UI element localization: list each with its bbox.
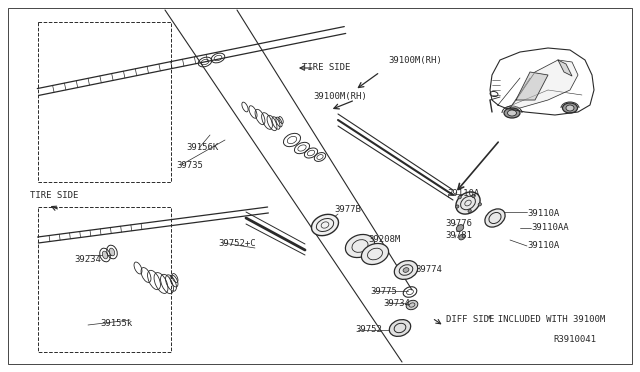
Ellipse shape <box>566 105 574 111</box>
Text: 39752+C: 39752+C <box>218 238 255 247</box>
Polygon shape <box>516 72 548 100</box>
Ellipse shape <box>459 234 465 240</box>
Text: 39100M(RH): 39100M(RH) <box>388 55 442 64</box>
Polygon shape <box>505 60 578 108</box>
Text: 39110AA: 39110AA <box>531 224 568 232</box>
Ellipse shape <box>485 209 505 227</box>
Text: 39208M: 39208M <box>368 235 400 244</box>
Ellipse shape <box>468 209 471 212</box>
Ellipse shape <box>403 267 409 272</box>
Ellipse shape <box>109 248 115 256</box>
Text: 39774: 39774 <box>415 266 442 275</box>
Text: 39110A: 39110A <box>527 241 559 250</box>
Ellipse shape <box>563 103 577 113</box>
Ellipse shape <box>362 243 388 264</box>
Ellipse shape <box>458 196 461 199</box>
Text: DIFF SIDE: DIFF SIDE <box>446 315 494 324</box>
Text: TIRE SIDE: TIRE SIDE <box>30 190 78 199</box>
Text: 39156K: 39156K <box>186 142 218 151</box>
Text: 39110A: 39110A <box>447 189 479 199</box>
Ellipse shape <box>389 320 411 336</box>
Ellipse shape <box>394 261 418 279</box>
Text: R3910041: R3910041 <box>553 336 596 344</box>
Text: 3977B: 3977B <box>334 205 361 215</box>
Text: 39734: 39734 <box>383 298 410 308</box>
Text: 39752: 39752 <box>355 324 382 334</box>
Ellipse shape <box>456 192 480 214</box>
Ellipse shape <box>346 234 374 257</box>
Text: 39776: 39776 <box>445 219 472 228</box>
Ellipse shape <box>456 205 459 208</box>
Text: 39155k: 39155k <box>100 320 132 328</box>
Text: * INCLUDED WITH 39100M: * INCLUDED WITH 39100M <box>487 315 605 324</box>
Bar <box>38 22 171 182</box>
Ellipse shape <box>456 225 464 231</box>
Ellipse shape <box>102 251 108 259</box>
Polygon shape <box>558 60 572 76</box>
Text: 39100M(RH): 39100M(RH) <box>313 93 367 102</box>
Text: 39775: 39775 <box>370 286 397 295</box>
Ellipse shape <box>312 214 339 235</box>
Ellipse shape <box>472 194 476 198</box>
Text: TIRE SIDE: TIRE SIDE <box>302 64 350 73</box>
Text: 39781: 39781 <box>445 231 472 240</box>
Ellipse shape <box>478 203 481 206</box>
Text: 39110A: 39110A <box>527 208 559 218</box>
Text: 39234: 39234 <box>74 256 101 264</box>
Ellipse shape <box>406 300 418 310</box>
Ellipse shape <box>508 110 516 116</box>
Text: 39735: 39735 <box>176 160 203 170</box>
Ellipse shape <box>504 108 520 118</box>
Bar <box>38 207 171 352</box>
